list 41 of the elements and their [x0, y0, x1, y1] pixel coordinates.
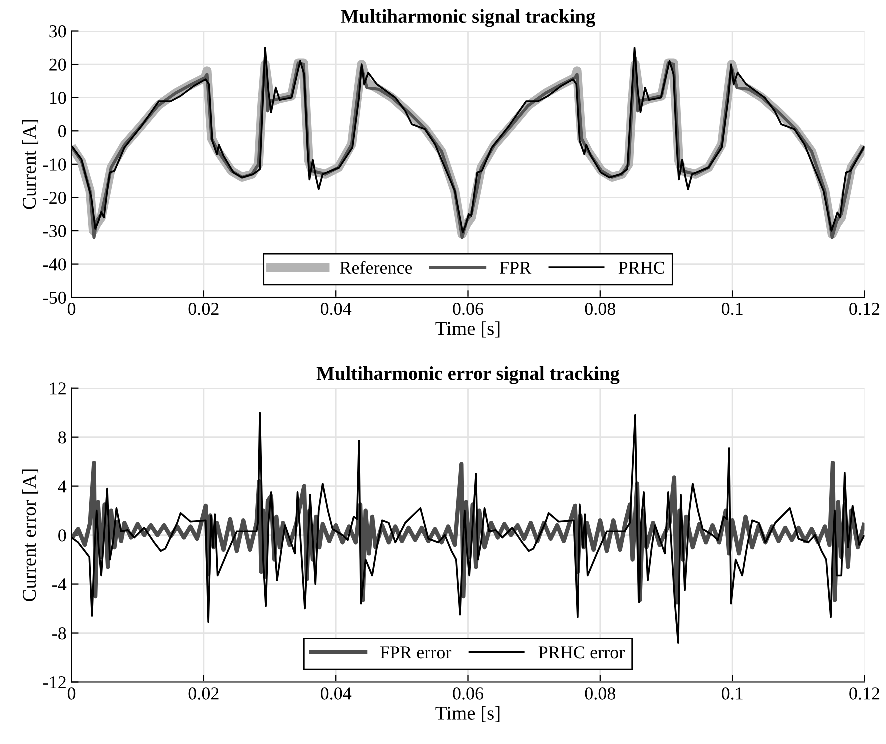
x-tick-label: 0.1	[722, 302, 743, 316]
y-tick-label: 4	[58, 480, 67, 493]
x-tick-label: 0.02	[188, 302, 219, 316]
x-tick-label: 0.02	[188, 688, 219, 700]
y-tick-label: -40	[44, 258, 66, 271]
y-tick-label: -50	[44, 292, 66, 304]
x-tick-label: 0.06	[453, 688, 484, 700]
x-tick-label: 0.04	[320, 688, 352, 700]
y-tick-label: 0	[58, 530, 66, 542]
y-tick-label: 20	[50, 58, 66, 71]
y-tick-label: 12	[50, 382, 66, 395]
y-tick-label: -4	[52, 578, 67, 591]
x-tick-label: 0.06	[453, 302, 484, 316]
x-tick-label: 0.12	[850, 302, 880, 316]
x-tick-label: 0	[68, 302, 76, 316]
y-axis-title: Current [A]	[22, 120, 39, 210]
y-tick-label: -20	[44, 192, 66, 204]
chart-title: Multiharmonic error signal tracking	[316, 366, 620, 384]
y-tick-label: -30	[44, 225, 66, 238]
x-axis-title: Time [s]	[436, 322, 500, 338]
x-tick-label: 0.04	[320, 302, 352, 316]
y-tick-label: -10	[44, 158, 66, 171]
y-tick-label: 10	[50, 92, 66, 104]
legend-label: FPR error	[380, 646, 452, 659]
y-tick-label: -8	[52, 628, 66, 640]
y-tick-label: 8	[58, 432, 66, 444]
x-tick-label: 0.08	[585, 302, 616, 316]
y-tick-label: 0	[58, 125, 66, 138]
x-tick-label: 0.12	[850, 688, 880, 700]
y-tick-label: -12	[44, 676, 66, 689]
legend-label: FPR	[500, 262, 532, 274]
x-tick-label: 0.1	[722, 688, 743, 700]
legend-label: PRHC error	[538, 646, 625, 659]
x-tick-label: 0.08	[585, 688, 616, 700]
x-axis-title: Time [s]	[436, 706, 500, 722]
chart-title: Multiharmonic signal tracking	[341, 9, 596, 28]
legend-label: PRHC	[618, 262, 664, 274]
legend-label: Reference	[340, 261, 412, 274]
y-axis-title: Current error [A]	[22, 470, 39, 602]
x-tick-label: 0	[68, 688, 76, 700]
y-tick-label: 30	[50, 26, 66, 38]
